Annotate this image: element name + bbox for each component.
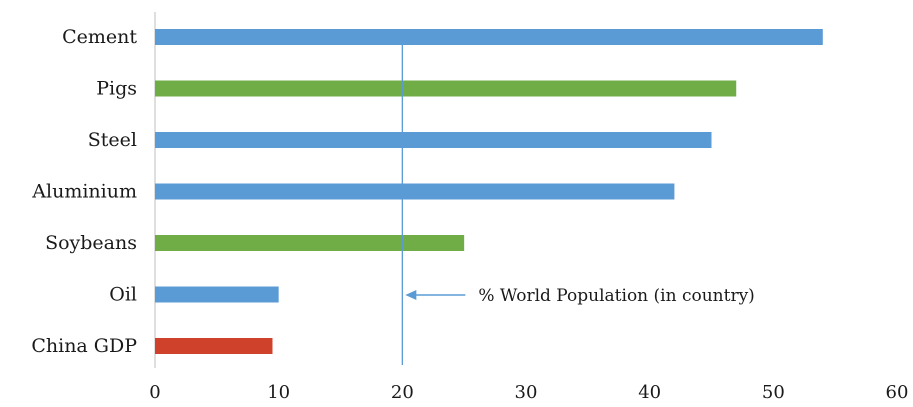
x-tick-label: 20 [391,382,414,403]
bar-oil [155,286,279,303]
x-tick-label: 0 [149,382,160,403]
x-tick-label: 40 [638,382,661,403]
category-label: Soybeans [45,232,137,254]
annotation-label: % World Population (in country) [478,286,754,306]
category-label: Oil [109,284,137,306]
bar-pigs [155,80,737,97]
category-label: Cement [62,26,137,48]
bar-soybeans [155,235,465,251]
category-label: Pigs [96,78,137,100]
category-label: China GDP [31,335,137,357]
annotation-arrowhead [405,290,417,300]
category-label: Steel [88,129,137,151]
bar-china-gdp [155,338,273,354]
x-tick-label: 60 [886,382,909,403]
bar-steel [155,132,712,148]
x-tick-label: 30 [515,382,538,403]
bar-aluminium [155,183,675,200]
bar-cement [155,29,823,45]
x-tick-label: 10 [267,382,290,403]
x-tick-label: 50 [762,382,785,403]
category-label: Aluminium [31,181,137,203]
